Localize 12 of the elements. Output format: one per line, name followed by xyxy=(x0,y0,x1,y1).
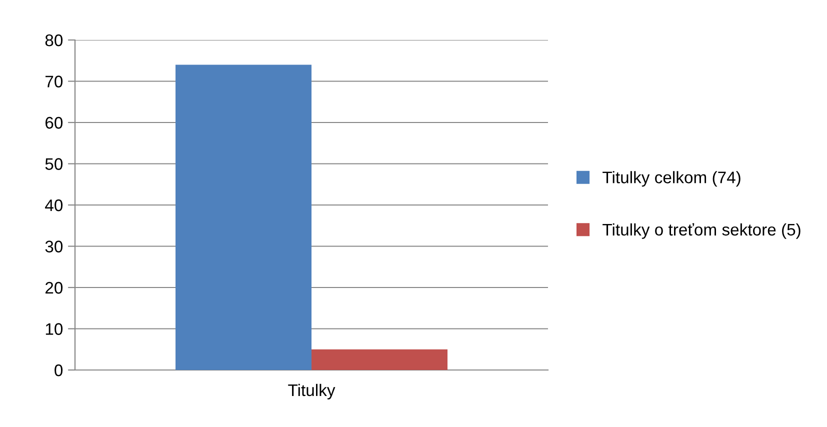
y-tick-label: 70 xyxy=(46,76,63,88)
y-tick-label: 50 xyxy=(45,158,63,170)
y-tick-label: 30 xyxy=(45,240,63,252)
y-tick-label: 60 xyxy=(46,116,63,129)
x-tick-label: Titulky xyxy=(288,384,336,400)
legend-label: Titulky o treťom sektore (5) xyxy=(602,223,800,239)
y-tick-label: 10 xyxy=(46,323,63,335)
y-tick-label: 20 xyxy=(45,282,63,294)
y-tick-label: 80 xyxy=(45,34,63,46)
y-tick-label: 0 xyxy=(54,364,63,376)
legend-label: Titulky celkom (74) xyxy=(602,171,740,187)
y-tick-label: 40 xyxy=(45,199,63,212)
